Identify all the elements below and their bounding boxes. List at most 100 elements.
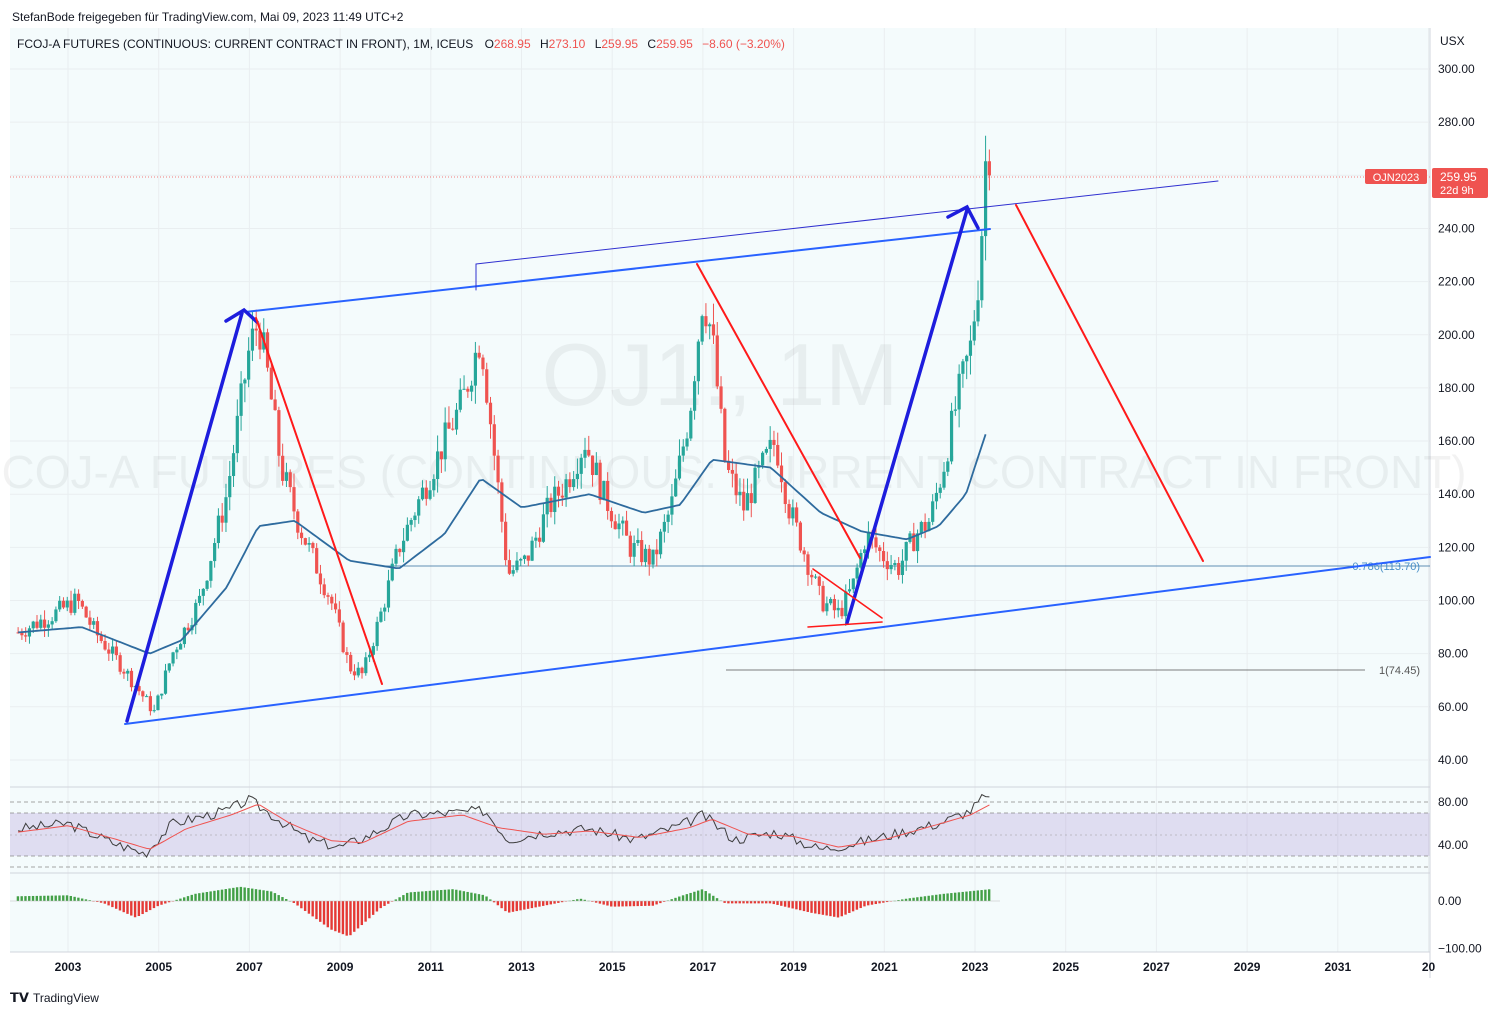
histogram-bar	[439, 890, 443, 901]
histogram-bar	[224, 889, 227, 901]
histogram-bar	[810, 901, 813, 913]
impulse-arrow-2[interactable]	[845, 208, 969, 625]
channel-parallel-line[interactable]	[475, 180, 1219, 265]
histogram-bar	[394, 899, 398, 901]
candle-body	[371, 646, 375, 655]
histogram-bar	[345, 901, 348, 936]
histogram-bar	[311, 901, 314, 917]
histogram-bar	[923, 896, 927, 901]
correction-line-2[interactable]	[696, 263, 861, 559]
histogram-bar	[806, 901, 809, 912]
histogram-bar	[220, 889, 224, 901]
histogram-bar	[734, 901, 738, 904]
histogram-bar	[254, 889, 258, 901]
histogram-bar	[950, 893, 953, 901]
candle-body	[436, 451, 440, 480]
histogram-bar	[24, 896, 27, 901]
candle-body	[458, 389, 462, 410]
candle-body	[454, 409, 459, 430]
candle-body	[572, 479, 576, 488]
candle-body	[919, 521, 923, 534]
histogram-bar	[594, 901, 598, 903]
time-axis[interactable]: 2003 2005 2007 2009 2011 2013 2015 2017 2019 2021…	[55, 960, 1436, 974]
wedge-lower-line[interactable]	[807, 621, 883, 628]
candle-body	[530, 540, 534, 561]
candle-body	[560, 495, 564, 498]
candle-body	[878, 547, 882, 551]
impulse-arrow-2-head[interactable]	[946, 204, 980, 230]
candle-body	[647, 548, 651, 565]
histogram-bar	[787, 901, 791, 908]
histogram-bar	[628, 901, 632, 907]
candle-body	[636, 540, 640, 544]
candle-body	[345, 652, 349, 655]
histogram-bar	[424, 891, 428, 901]
symbol-legend[interactable]: FCOJ-A FUTURES (CONTINUOUS: CURRENT CONT…	[17, 37, 785, 51]
histogram-bar	[213, 890, 216, 901]
candle-body	[704, 316, 708, 327]
candle-body	[761, 452, 765, 466]
candle-body	[107, 649, 111, 654]
histogram-bar	[130, 901, 133, 916]
histogram-bar	[946, 893, 949, 901]
candle-body	[247, 350, 251, 380]
histogram-bar	[164, 901, 167, 904]
correction-line-1[interactable]	[255, 317, 383, 685]
histogram-tick-label: 0.00	[1438, 894, 1462, 908]
candle-body	[670, 496, 674, 515]
histogram-bar	[523, 901, 526, 910]
histogram-bar	[636, 901, 639, 907]
candle-body	[655, 549, 659, 555]
candle-body	[613, 521, 617, 530]
candle-body	[927, 521, 931, 531]
time-tick-label: 2025	[1052, 960, 1079, 974]
histogram-bar	[167, 901, 171, 903]
channel-upper-line[interactable]	[244, 228, 991, 313]
wedge-upper-line[interactable]	[812, 568, 883, 619]
candle-body	[621, 520, 625, 524]
histogram-bar	[708, 893, 711, 901]
symbol-badge[interactable]	[1365, 169, 1427, 184]
histogram-bar	[670, 899, 673, 901]
histogram-bar	[58, 895, 61, 901]
histogram-bar	[413, 891, 416, 901]
histogram-bar	[508, 901, 511, 913]
histogram-bar	[511, 901, 515, 912]
candle-body	[171, 652, 175, 664]
histogram-bar	[885, 901, 889, 903]
histogram-bar	[749, 901, 753, 904]
legend-low: 259.95	[601, 37, 638, 51]
candle-body	[20, 632, 24, 636]
price-badge[interactable]	[1432, 168, 1488, 198]
channel-lower-line[interactable]	[124, 556, 1431, 725]
candle-body	[594, 462, 598, 476]
histogram-bar	[640, 901, 643, 907]
footer-brand[interactable]: 𝗧𝗩 TradingView	[10, 990, 99, 1006]
candle-body	[401, 540, 406, 553]
candle-body	[156, 695, 160, 711]
histogram-bar	[715, 898, 719, 901]
histogram-bar	[927, 895, 930, 901]
candle-body	[197, 595, 202, 603]
candle-body	[129, 670, 134, 688]
histogram-bar	[80, 898, 84, 901]
histogram-bar	[901, 899, 904, 901]
histogram-bar	[477, 894, 481, 901]
time-tick-label: 2029	[1234, 960, 1261, 974]
histogram-bar	[356, 901, 360, 929]
histogram-bar	[447, 889, 450, 901]
candle-body	[931, 501, 935, 522]
histogram-bar	[69, 895, 73, 901]
candle-body	[341, 622, 345, 653]
impulse-arrow-1[interactable]	[125, 311, 244, 723]
histogram-bar	[938, 894, 942, 901]
histogram-bar	[179, 898, 182, 901]
histogram-bar	[602, 901, 605, 905]
time-tick-label: 2015	[599, 960, 626, 974]
candle-body	[379, 611, 383, 622]
impulse-arrow-1-head[interactable]	[224, 307, 259, 324]
histogram-bar	[281, 897, 284, 901]
projection-line[interactable]	[1015, 204, 1204, 562]
drawings[interactable]	[124, 180, 1431, 725]
